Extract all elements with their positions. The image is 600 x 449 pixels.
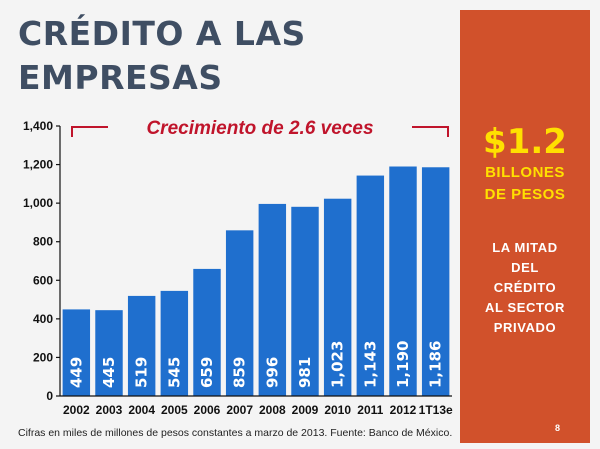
- growth-annotation-text: Crecimiento de 2.6 veces: [146, 118, 373, 139]
- bar-data-label: 545: [165, 357, 183, 388]
- bar: [127, 295, 156, 396]
- bar-data-label: 449: [67, 357, 85, 388]
- y-tick-label: 600: [33, 273, 53, 287]
- source-note: Cifras en miles de millones de pesos con…: [18, 427, 453, 439]
- bar-data-label: 1,143: [361, 341, 379, 388]
- growth-bracket-left: [71, 126, 108, 137]
- slide-title-line-1: CRÉDITO A LAS: [18, 14, 306, 53]
- bar: [323, 198, 352, 396]
- amount-unit-line-1: BILLONES: [485, 164, 565, 181]
- slide-number: 8: [555, 423, 561, 433]
- bar: [356, 175, 385, 396]
- note-line-5: PRIVADO: [493, 320, 557, 335]
- growth-bracket-right: [412, 126, 449, 137]
- x-tick-label: 2007: [226, 403, 253, 417]
- bar: [62, 309, 91, 396]
- bar: [421, 167, 450, 396]
- bar: [258, 203, 287, 396]
- x-tick-label: 2011: [357, 403, 383, 417]
- bar-group: 449 445 519 545 659 859 996 981 1,023 1,143 1,190 1…: [62, 166, 450, 396]
- y-tick-label: 200: [33, 350, 53, 364]
- x-tick-label: 2003: [96, 403, 123, 417]
- bar-data-label: 1,186: [427, 341, 445, 388]
- side-panel: $1.2 BILLONES DE PESOS LA MITAD DEL CRÉD…: [460, 10, 590, 443]
- bar: [389, 166, 417, 396]
- note-line-3: CRÉDITO: [493, 280, 557, 295]
- x-tick-label: 2002: [63, 403, 90, 417]
- x-tick-label: 2005: [161, 403, 188, 417]
- bar: [160, 290, 189, 396]
- credit-bar-chart: 449 445 519 545 659 859 996 981 1,023 1,143 1,190 1…: [23, 118, 453, 417]
- note-line-2: DEL: [511, 260, 539, 275]
- bar-data-label: 445: [100, 357, 118, 388]
- bar: [291, 206, 319, 396]
- y-tick-label: 400: [33, 312, 53, 326]
- growth-annotation-group: Crecimiento de 2.6 veces: [71, 118, 449, 139]
- bar-data-label: 1,190: [394, 341, 412, 388]
- axis-group: 0 200 400 600 800 1,000 1,200 1,400 2002 2003 2004…: [23, 119, 453, 417]
- x-tick-label: 1T13e: [419, 403, 453, 417]
- slide-title: CRÉDITO A LAS EMPRESAS: [18, 12, 438, 100]
- slide-title-line-2: EMPRESAS: [18, 58, 223, 97]
- credit-amount-unit: BILLONES DE PESOS: [460, 162, 590, 206]
- x-tick-label: 2010: [324, 403, 351, 417]
- y-tick-label: 1,000: [23, 196, 53, 210]
- y-tick-label: 0: [46, 389, 53, 403]
- x-tick-label: 2012: [390, 403, 417, 417]
- note-line-4: AL SECTOR: [484, 300, 566, 315]
- x-tick-label: 2004: [128, 403, 155, 417]
- x-tick-label: 2009: [292, 403, 319, 417]
- bar-data-label: 1,023: [329, 341, 347, 388]
- x-tick-label: 2006: [194, 403, 221, 417]
- credit-amount: $1.2: [483, 122, 567, 162]
- note-line-1: LA MITAD: [492, 240, 558, 255]
- bar-data-label: 981: [296, 357, 314, 388]
- bar: [225, 230, 254, 396]
- bar-data-label: 859: [231, 357, 249, 388]
- y-tick-label: 1,400: [23, 119, 53, 133]
- y-tick-label: 800: [33, 235, 53, 249]
- x-tick-label: 2008: [259, 403, 286, 417]
- bar: [193, 268, 221, 396]
- amount-unit-line-2: DE PESOS: [484, 186, 566, 203]
- bar: [95, 310, 123, 396]
- side-panel-note: LA MITAD DEL CRÉDITO AL SECTOR PRIVADO: [460, 238, 590, 338]
- y-tick-label: 1,200: [23, 158, 53, 172]
- bar-data-label: 659: [198, 357, 216, 388]
- bar-data-label: 996: [263, 357, 281, 388]
- bar-data-label: 519: [133, 357, 151, 388]
